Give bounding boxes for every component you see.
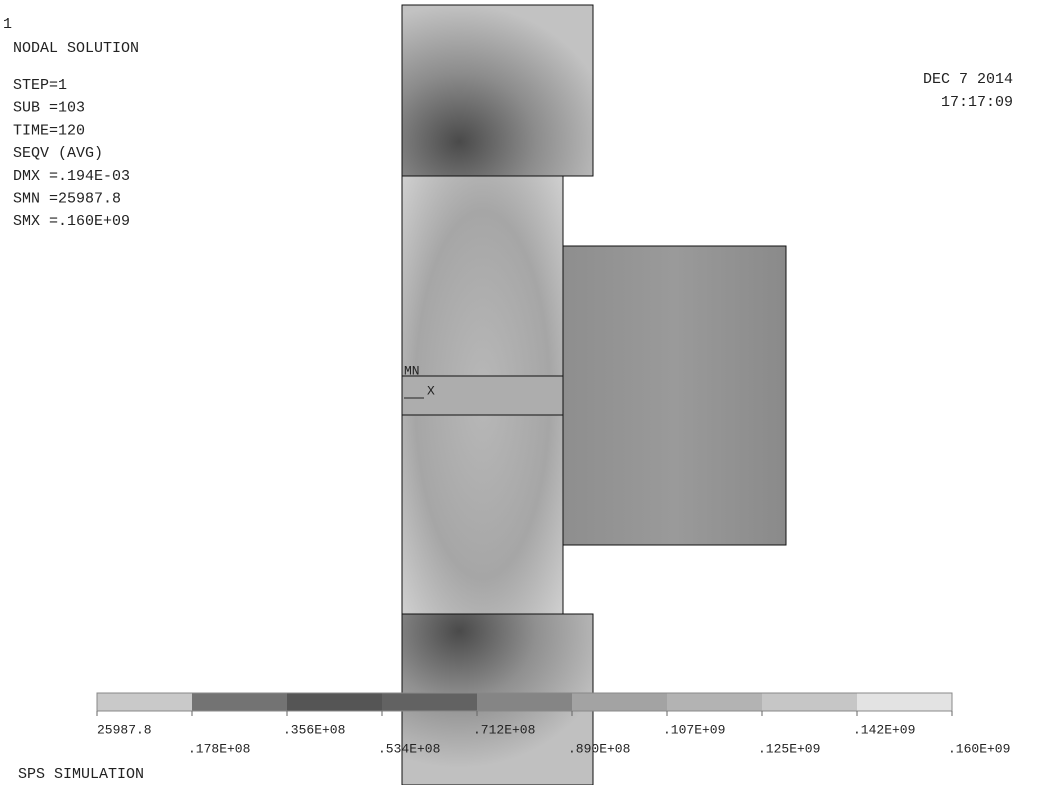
legend-label: .712E+08 bbox=[473, 722, 535, 737]
info-line: SUB =103 bbox=[13, 100, 85, 117]
top-block bbox=[402, 5, 593, 176]
legend-swatch bbox=[477, 693, 572, 711]
legend-label: .890E+08 bbox=[568, 741, 630, 756]
info-line: STEP=1 bbox=[13, 77, 67, 94]
legend-label: .178E+08 bbox=[188, 741, 250, 756]
legend-label: .125E+09 bbox=[758, 741, 820, 756]
info-line: SMX =.160E+09 bbox=[13, 213, 130, 230]
info-line: DMX =.194E-03 bbox=[13, 168, 130, 185]
ansys-window: MN X 1 NODAL SOLUTION DEC 7 2014 17:17:0… bbox=[0, 0, 1040, 785]
legend-swatch bbox=[382, 693, 477, 711]
time: 17:17:09 bbox=[941, 94, 1013, 111]
legend-swatch bbox=[857, 693, 952, 711]
triad-label: X bbox=[427, 383, 435, 398]
info-line: SMN =25987.8 bbox=[13, 190, 121, 207]
footer: SPS SIMULATION bbox=[18, 766, 144, 783]
legend-swatch bbox=[667, 693, 762, 711]
legend-swatch bbox=[762, 693, 857, 711]
legend-label: .142E+09 bbox=[853, 722, 915, 737]
title: NODAL SOLUTION bbox=[13, 40, 139, 57]
legend-swatch bbox=[287, 693, 382, 711]
date: DEC 7 2014 bbox=[923, 71, 1013, 88]
legend-swatch bbox=[97, 693, 192, 711]
legend-swatch bbox=[572, 693, 667, 711]
info-line: TIME=120 bbox=[13, 122, 85, 139]
legend-label: .534E+08 bbox=[378, 741, 440, 756]
legend-label: .356E+08 bbox=[283, 722, 345, 737]
info-line: SEQV (AVG) bbox=[13, 145, 103, 162]
min-marker: MN bbox=[404, 363, 420, 378]
model bbox=[402, 5, 786, 785]
right-block bbox=[563, 246, 786, 545]
legend-label: .160E+09 bbox=[948, 741, 1010, 756]
legend-swatch bbox=[192, 693, 287, 711]
legend-label: .107E+09 bbox=[663, 722, 725, 737]
info-block: STEP=1 SUB =103 TIME=120 SEQV (AVG) DMX =.19… bbox=[13, 77, 130, 230]
legend-label: 25987.8 bbox=[97, 722, 152, 737]
window-number: 1 bbox=[3, 16, 12, 33]
